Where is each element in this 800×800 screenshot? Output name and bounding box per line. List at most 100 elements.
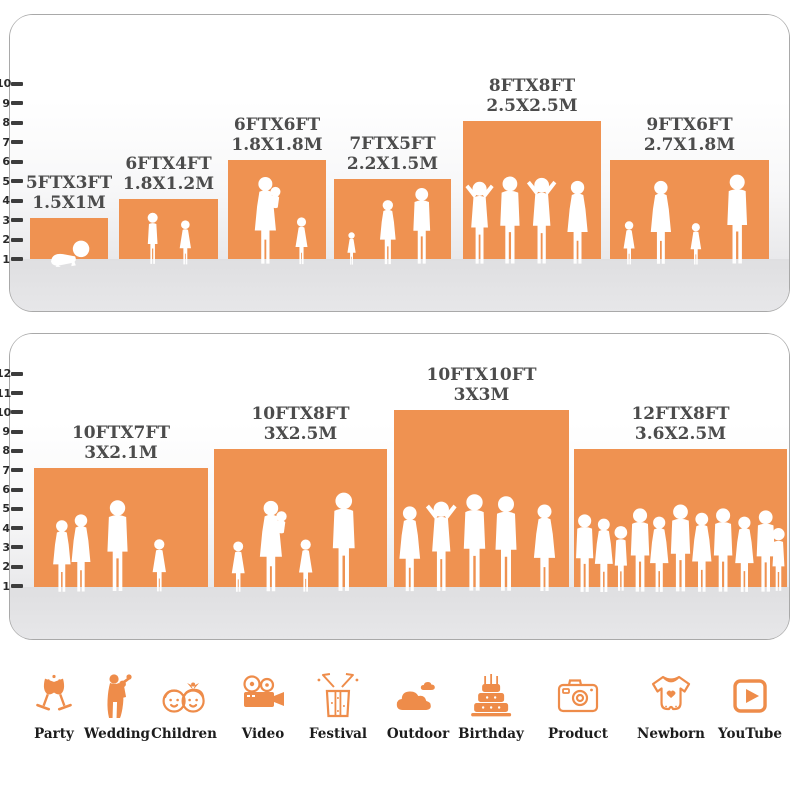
tick-label: 4 — [2, 194, 10, 208]
outdoor-icon — [394, 668, 442, 720]
tick-label: 9 — [2, 96, 10, 110]
size-meters: 3.6X2.5M — [634, 423, 727, 444]
axis-tick-7: 7 — [0, 463, 23, 477]
person-silhouette-man — [463, 494, 486, 591]
person-silhouette-girl — [690, 222, 702, 265]
legend-item-outdoor: Outdoor — [387, 668, 449, 742]
tick-mark — [11, 448, 23, 453]
tick-mark — [11, 159, 23, 164]
axis-tick-4: 4 — [0, 194, 23, 208]
party-icon — [30, 668, 78, 720]
tick-mark — [11, 410, 23, 415]
size-feet: 6FTX4FT — [125, 153, 212, 174]
tick-label: 1 — [2, 579, 10, 593]
person-silhouette-man — [332, 492, 355, 591]
tick-label: 1 — [2, 252, 10, 266]
people-silhouette-family-of-four — [623, 174, 748, 265]
person-silhouette-man — [500, 176, 520, 264]
size-feet: 12FTX8FT — [631, 403, 730, 424]
tick-mark — [11, 564, 23, 569]
tick-mark — [11, 545, 23, 550]
person-silhouette-man — [756, 510, 775, 592]
tick-mark — [11, 391, 23, 395]
person-silhouette-man — [670, 504, 691, 592]
person-silhouette-womanbaby — [254, 176, 281, 264]
person-silhouette-boy — [614, 526, 628, 591]
person-silhouette-woman — [567, 180, 588, 264]
person-silhouette-manup — [526, 177, 557, 264]
size-meters: 3X2.1M — [84, 443, 158, 464]
person-silhouette-girl — [347, 232, 356, 265]
axis-tick-4: 4 — [0, 521, 23, 535]
bars-container: 10FTX7FT 3X2.1M 10FTX8FT 3X2.5M 10FTX10FT 3X3… — [10, 334, 789, 639]
person-silhouette-woman — [380, 200, 396, 265]
tick-label: 9 — [2, 425, 10, 439]
legend-item-wedding: Wedding — [84, 668, 150, 742]
tick-label: 8 — [2, 116, 10, 130]
person-silhouette-womanbaby — [259, 500, 287, 592]
tick-label: 3 — [2, 213, 10, 227]
legend-label: Outdoor — [386, 726, 450, 742]
backdrop-size-label: 10FTX7FT 3X2.1M — [72, 423, 170, 463]
size-feet: 6FTX6FT — [233, 114, 321, 135]
legend-item-festival: Festival — [309, 668, 367, 742]
tick-mark — [11, 140, 23, 145]
tick-label: 2 — [2, 233, 10, 247]
backdrop-size-label: 10FTX10FT 3X3M — [427, 365, 537, 405]
backdrop-size-label: 9FTX6FT 2.7X1.8M — [644, 115, 735, 155]
person-silhouette-woman — [399, 506, 421, 592]
person-silhouette-man — [713, 508, 733, 592]
people-silhouette-family-of-three — [347, 188, 431, 265]
legend-item-newborn: Newborn — [637, 668, 705, 742]
backdrop-bar-8ftx8ft: 8FTX8FT 2.5X2.5M — [463, 76, 601, 264]
person-silhouette-man — [107, 500, 128, 592]
axis-tick-3: 3 — [0, 213, 23, 227]
people-silhouette-group-of-five-adults — [399, 494, 556, 592]
backdrop-bar-10ftx10ft: 10FTX10FT 3X3M — [394, 365, 569, 592]
tick-label: 8 — [2, 444, 10, 458]
tick-mark — [11, 487, 23, 492]
size-meters: 1.5X1M — [32, 193, 106, 214]
person-silhouette-girl — [152, 539, 166, 592]
axis-tick-1: 1 — [0, 579, 23, 593]
person-silhouette-man — [576, 514, 594, 592]
axis-tick-12: 12 — [0, 367, 23, 381]
axis-tick-11: 11 — [0, 386, 23, 400]
person-silhouette-girl — [299, 539, 313, 592]
tick-mark — [11, 179, 23, 184]
axis-tick-9: 9 — [0, 425, 23, 439]
tick-label: 4 — [2, 521, 10, 535]
legend-item-children: Children — [151, 668, 217, 742]
size-feet: 9FTX6FT — [646, 114, 733, 135]
tick-mark — [11, 101, 23, 106]
size-meters: 2.2X1.5M — [346, 154, 439, 175]
person-silhouette-woman — [650, 516, 669, 592]
backdrop-size-label: 6FTX4FT 1.8X1.2M — [123, 154, 214, 194]
tick-label: 10 — [0, 77, 12, 91]
axis-tick-8: 8 — [0, 444, 23, 458]
legend-label: Festival — [308, 726, 368, 742]
person-silhouette-woman — [533, 504, 556, 592]
tick-mark — [11, 584, 23, 588]
birthday-icon — [467, 668, 515, 720]
tick-label: 6 — [2, 483, 10, 496]
backdrop-size-label: 12FTX8FT 3.6X2.5M — [631, 404, 729, 444]
tick-mark — [11, 526, 23, 531]
tick-mark — [11, 198, 23, 203]
person-silhouette-woman — [53, 520, 71, 592]
person-silhouette-woman — [71, 514, 91, 592]
axis-tick-6: 6 — [0, 155, 23, 169]
backdrop-bar-10ftx8ft: 10FTX8FT 3X2.5M — [214, 404, 387, 592]
people-silhouette-crowd-of-people — [576, 504, 785, 592]
size-meters: 2.5X2.5M — [486, 95, 578, 116]
axis-tick-6: 6 — [0, 483, 23, 497]
backdrop-size-label: 8FTX8FT 2.5X2.5M — [486, 76, 577, 116]
legend-item-product: Product — [548, 668, 608, 742]
tick-label: 7 — [2, 463, 10, 477]
axis-tick-7: 7 — [0, 135, 23, 149]
tick-label: 5 — [2, 174, 10, 188]
legend-item-video: Video — [239, 668, 287, 742]
backdrop-bar-7ftx5ft: 7FTX5FT 2.2X1.5M — [334, 134, 451, 265]
panel-floor — [10, 587, 789, 639]
